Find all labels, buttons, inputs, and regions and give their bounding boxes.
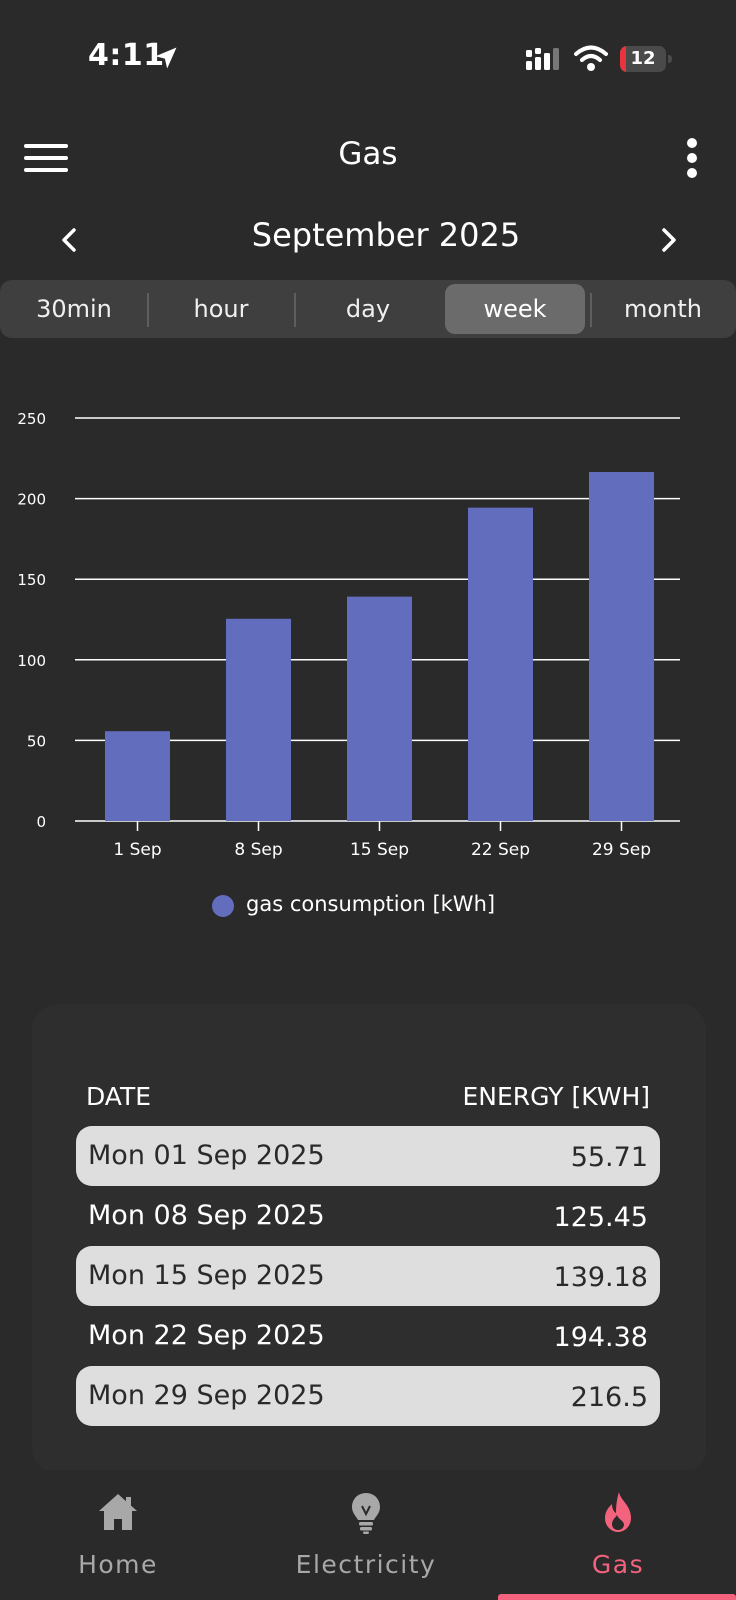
battery-level: 12 xyxy=(630,48,656,69)
page-title: Gas xyxy=(338,136,398,172)
x-tick-label: 15 Sep xyxy=(350,840,409,860)
battery-cap xyxy=(668,55,672,63)
nav-electricity[interactable]: Electricity xyxy=(266,1490,466,1590)
nav-gas[interactable]: Gas xyxy=(518,1490,718,1590)
table-row: Mon 15 Sep 2025 139.18 xyxy=(76,1246,660,1306)
location-arrow-icon xyxy=(155,47,177,69)
bar xyxy=(347,596,412,821)
x-tick-label: 29 Sep xyxy=(592,840,651,860)
bar xyxy=(226,618,291,821)
segment-30min[interactable]: 30min xyxy=(36,295,112,323)
row-energy: 216.5 xyxy=(570,1382,648,1413)
row-date: Mon 01 Sep 2025 xyxy=(88,1140,325,1171)
x-tick-label: 22 Sep xyxy=(471,840,530,860)
legend-label: gas consumption [kWh] xyxy=(246,892,496,916)
row-date: Mon 15 Sep 2025 xyxy=(88,1260,325,1291)
x-tick-label: 1 Sep xyxy=(113,840,161,860)
y-tick-label: 50 xyxy=(27,732,46,750)
more-vertical-icon[interactable] xyxy=(680,138,704,178)
row-date: Mon 22 Sep 2025 xyxy=(88,1320,325,1351)
battery-indicator: 12 xyxy=(620,46,672,72)
y-tick-label: 250 xyxy=(17,410,46,428)
segment-divider xyxy=(590,293,592,327)
table-row: Mon 29 Sep 2025 216.5 xyxy=(76,1366,660,1426)
row-energy: 55.71 xyxy=(570,1142,648,1173)
nav-home-label: Home xyxy=(78,1550,158,1579)
cellular-signal-icon xyxy=(526,48,559,70)
bar xyxy=(105,731,170,821)
status-time: 4:11 xyxy=(88,38,165,73)
segment-divider xyxy=(147,293,149,327)
nav-home[interactable]: Home xyxy=(18,1490,218,1590)
bar xyxy=(589,472,654,821)
gas-consumption-chart: 0 50 100 150 200 250 1 Sep 8 Sep 15 Sep 22 Sep 29 … xyxy=(17,410,680,860)
x-tick-label: 8 Sep xyxy=(234,840,282,860)
hamburger-menu-icon[interactable] xyxy=(24,142,68,174)
y-tick-label: 200 xyxy=(17,491,46,509)
active-tab-indicator xyxy=(498,1594,736,1600)
table-header-date: DATE xyxy=(86,1082,152,1111)
row-energy: 125.45 xyxy=(553,1202,648,1233)
bottom-navigation: Home Electricity Gas xyxy=(0,1470,736,1600)
segment-week[interactable]: week xyxy=(445,284,585,334)
wifi-icon xyxy=(574,45,608,71)
period-label: September 2025 xyxy=(251,216,521,254)
table-row: Mon 22 Sep 2025 194.38 xyxy=(76,1306,660,1366)
chevron-left-icon[interactable] xyxy=(54,222,84,258)
bar xyxy=(468,507,533,821)
row-energy: 194.38 xyxy=(553,1322,648,1353)
battery-fill xyxy=(620,46,626,72)
table-header-energy: ENERGY [KWH] xyxy=(462,1082,650,1111)
interval-segmented-control: 30min hour day week month xyxy=(0,280,736,338)
flame-icon xyxy=(605,1492,631,1532)
row-date: Mon 08 Sep 2025 xyxy=(88,1200,325,1231)
y-tick-label: 100 xyxy=(17,652,46,670)
segment-month[interactable]: month xyxy=(624,295,702,323)
row-energy: 139.18 xyxy=(553,1262,648,1293)
segment-day[interactable]: day xyxy=(345,295,391,323)
row-date: Mon 29 Sep 2025 xyxy=(88,1380,325,1411)
lightbulb-icon xyxy=(352,1493,380,1534)
segment-divider xyxy=(294,293,296,327)
chevron-right-icon[interactable] xyxy=(654,222,684,258)
table-row: Mon 01 Sep 2025 55.71 xyxy=(76,1126,660,1186)
status-bar: 4:11 12 xyxy=(0,0,736,120)
home-icon xyxy=(99,1494,137,1530)
y-tick-label: 150 xyxy=(17,571,46,589)
battery-body xyxy=(620,46,666,72)
legend-swatch xyxy=(212,895,234,917)
nav-gas-label: Gas xyxy=(591,1550,645,1579)
y-tick-label: 0 xyxy=(36,813,46,831)
nav-electricity-label: Electricity xyxy=(295,1550,437,1579)
segment-hour[interactable]: hour xyxy=(193,295,249,323)
table-row: Mon 08 Sep 2025 125.45 xyxy=(76,1186,660,1246)
